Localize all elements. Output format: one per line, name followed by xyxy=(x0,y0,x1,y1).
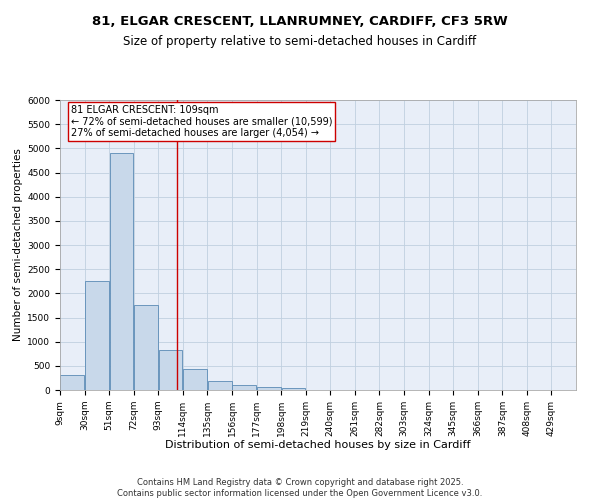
Bar xyxy=(232,386,256,390)
Bar xyxy=(208,382,232,390)
Bar xyxy=(183,369,207,390)
Text: 81 ELGAR CRESCENT: 109sqm
← 72% of semi-detached houses are smaller (10,599)
27%: 81 ELGAR CRESCENT: 109sqm ← 72% of semi-… xyxy=(71,105,332,138)
Text: Contains HM Land Registry data © Crown copyright and database right 2025.
Contai: Contains HM Land Registry data © Crown c… xyxy=(118,478,482,498)
Text: 81, ELGAR CRESCENT, LLANRUMNEY, CARDIFF, CF3 5RW: 81, ELGAR CRESCENT, LLANRUMNEY, CARDIFF,… xyxy=(92,15,508,28)
Bar xyxy=(110,153,133,390)
Bar xyxy=(281,388,305,390)
Y-axis label: Number of semi-detached properties: Number of semi-detached properties xyxy=(13,148,23,342)
Text: Size of property relative to semi-detached houses in Cardiff: Size of property relative to semi-detach… xyxy=(124,35,476,48)
X-axis label: Distribution of semi-detached houses by size in Cardiff: Distribution of semi-detached houses by … xyxy=(165,440,471,450)
Bar xyxy=(61,375,84,390)
Bar xyxy=(257,387,281,390)
Bar xyxy=(85,281,109,390)
Bar xyxy=(134,306,158,390)
Bar xyxy=(158,350,182,390)
